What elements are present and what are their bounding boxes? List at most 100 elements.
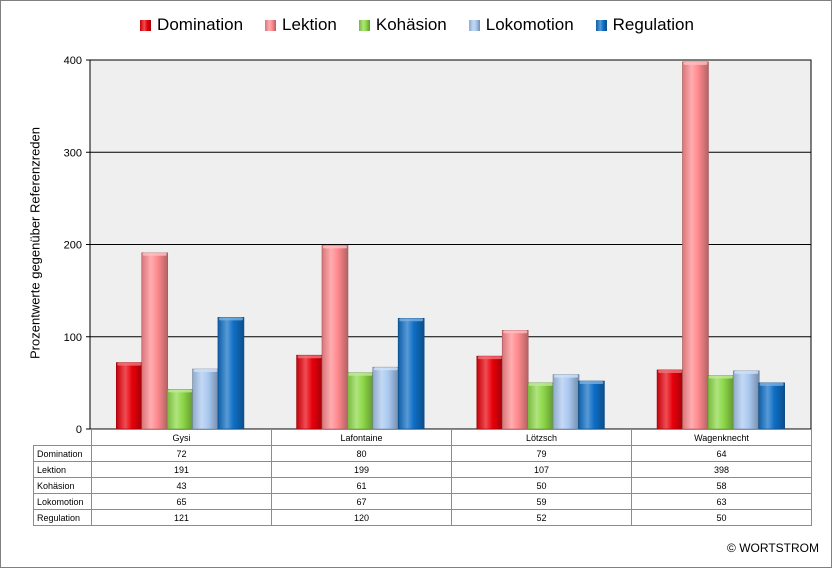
table-cell: 59 xyxy=(451,493,632,510)
table-column-header: Gysi xyxy=(91,429,272,446)
bar-lokomotion-gysi xyxy=(192,368,219,430)
table-cell: 58 xyxy=(631,477,812,494)
table-cell: 398 xyxy=(631,461,812,478)
bar-lokomotion-lötzsch xyxy=(552,374,580,430)
bar-kohäsion-gysi xyxy=(166,389,194,430)
table-header-row: Gysi Lafontaine Lötzsch Wagenknecht xyxy=(33,429,812,446)
table-cell: 50 xyxy=(451,477,632,494)
table-row: Lokomotion 65 67 59 63 xyxy=(33,493,812,510)
bar-domination-lafontaine xyxy=(296,354,323,430)
bar-cap xyxy=(734,370,759,374)
bar-cap xyxy=(528,382,553,386)
table-column-header: Lötzsch xyxy=(451,429,632,446)
bar-cap xyxy=(168,389,193,393)
table-row-header: Regulation xyxy=(33,509,92,526)
bar-lokomotion-wagenknecht xyxy=(732,370,760,430)
bar-cap xyxy=(759,382,784,386)
bar-lektion-lötzsch xyxy=(501,329,529,430)
bar-lektion-gysi xyxy=(141,252,169,430)
y-tick-label: 300 xyxy=(64,147,82,159)
table-cell: 52 xyxy=(451,509,632,526)
bar-cap xyxy=(373,367,398,371)
bar-cap xyxy=(477,356,502,360)
legend: Domination Lektion Kohäsion Lokomotion Regul… xyxy=(1,13,832,37)
legend-label: Lokomotion xyxy=(485,15,574,34)
legend-swatch xyxy=(595,19,607,31)
table-cell: 199 xyxy=(271,461,452,478)
legend-label: Regulation xyxy=(612,15,694,34)
table-cell: 191 xyxy=(91,461,272,478)
bar-cap xyxy=(554,374,579,378)
y-tick-label: 200 xyxy=(64,240,82,252)
bar-cap xyxy=(117,362,142,366)
legend-swatch xyxy=(265,19,277,31)
table-cell: 120 xyxy=(271,509,452,526)
table-column-header: Lafontaine xyxy=(271,429,452,446)
bar-cap xyxy=(218,317,243,321)
bar-regulation-lafontaine xyxy=(397,317,425,430)
table-cell: 43 xyxy=(91,477,272,494)
table-row: Lektion 191 199 107 398 xyxy=(33,461,812,478)
table-cell: 67 xyxy=(271,493,452,510)
bar-cap xyxy=(683,61,708,65)
bar-cap xyxy=(193,369,218,373)
table-column-header: Wagenknecht xyxy=(631,429,812,446)
legend-item-domination: Domination xyxy=(140,15,243,35)
table-row-header: Kohäsion xyxy=(33,477,92,494)
bar-cap xyxy=(503,330,528,334)
legend-item-lokomotion: Lokomotion xyxy=(468,15,574,35)
bar-regulation-gysi xyxy=(217,317,245,430)
table-cell: 61 xyxy=(271,477,452,494)
bar-regulation-lötzsch xyxy=(578,380,605,430)
bar-cap xyxy=(348,372,373,376)
bar-regulation-wagenknecht xyxy=(758,382,785,430)
legend-swatch xyxy=(358,19,370,31)
table-row-header: Domination xyxy=(33,445,92,462)
table-cell: 50 xyxy=(631,509,812,526)
y-tick-label: 100 xyxy=(64,332,82,344)
legend-swatch xyxy=(468,19,480,31)
bar-cap xyxy=(297,355,322,359)
bar-cap xyxy=(579,381,604,385)
bar-kohäsion-lötzsch xyxy=(527,382,554,430)
table-cell: 79 xyxy=(451,445,632,462)
table-cell: 121 xyxy=(91,509,272,526)
bar-cap xyxy=(658,369,683,373)
table-cell: 64 xyxy=(631,445,812,462)
table-row-header: Lokomotion xyxy=(33,493,92,510)
table-cell: 80 xyxy=(271,445,452,462)
table-row: Domination 72 80 79 64 xyxy=(33,445,812,462)
bar-domination-lötzsch xyxy=(476,355,504,430)
data-table: Gysi Lafontaine Lötzsch Wagenknecht Dominati… xyxy=(33,429,812,526)
bar-cap xyxy=(399,318,424,322)
bar-cap xyxy=(322,245,347,249)
table-cell: 65 xyxy=(91,493,272,510)
table-corner xyxy=(33,429,92,446)
legend-label: Kohäsion xyxy=(375,15,447,34)
table-cell: 107 xyxy=(451,461,632,478)
bar-cap xyxy=(708,375,733,379)
bar-domination-wagenknecht xyxy=(656,369,684,430)
bar-kohäsion-lafontaine xyxy=(347,372,374,430)
bar-cap xyxy=(142,252,167,256)
bar-kohäsion-wagenknecht xyxy=(707,375,735,430)
bar-lokomotion-lafontaine xyxy=(372,366,400,430)
legend-item-regulation: Regulation xyxy=(595,15,694,35)
bar-domination-gysi xyxy=(116,362,143,430)
bar-lektion-wagenknecht xyxy=(682,61,709,430)
table-cell: 72 xyxy=(91,445,272,462)
table-cell: 63 xyxy=(631,493,812,510)
legend-item-lektion: Lektion xyxy=(265,15,337,35)
table-row: Regulation 121 120 52 50 xyxy=(33,509,812,526)
legend-label: Domination xyxy=(157,15,244,34)
legend-swatch xyxy=(140,19,152,31)
y-tick-label: 400 xyxy=(64,55,82,67)
legend-item-kohäsion: Kohäsion xyxy=(358,15,447,35)
bar-lektion-lafontaine xyxy=(321,245,349,430)
copyright-notice: © WORTSTROM xyxy=(727,541,819,555)
legend-label: Lektion xyxy=(282,15,337,34)
table-row-header: Lektion xyxy=(33,461,92,478)
table-row: Kohäsion 43 61 50 58 xyxy=(33,477,812,494)
